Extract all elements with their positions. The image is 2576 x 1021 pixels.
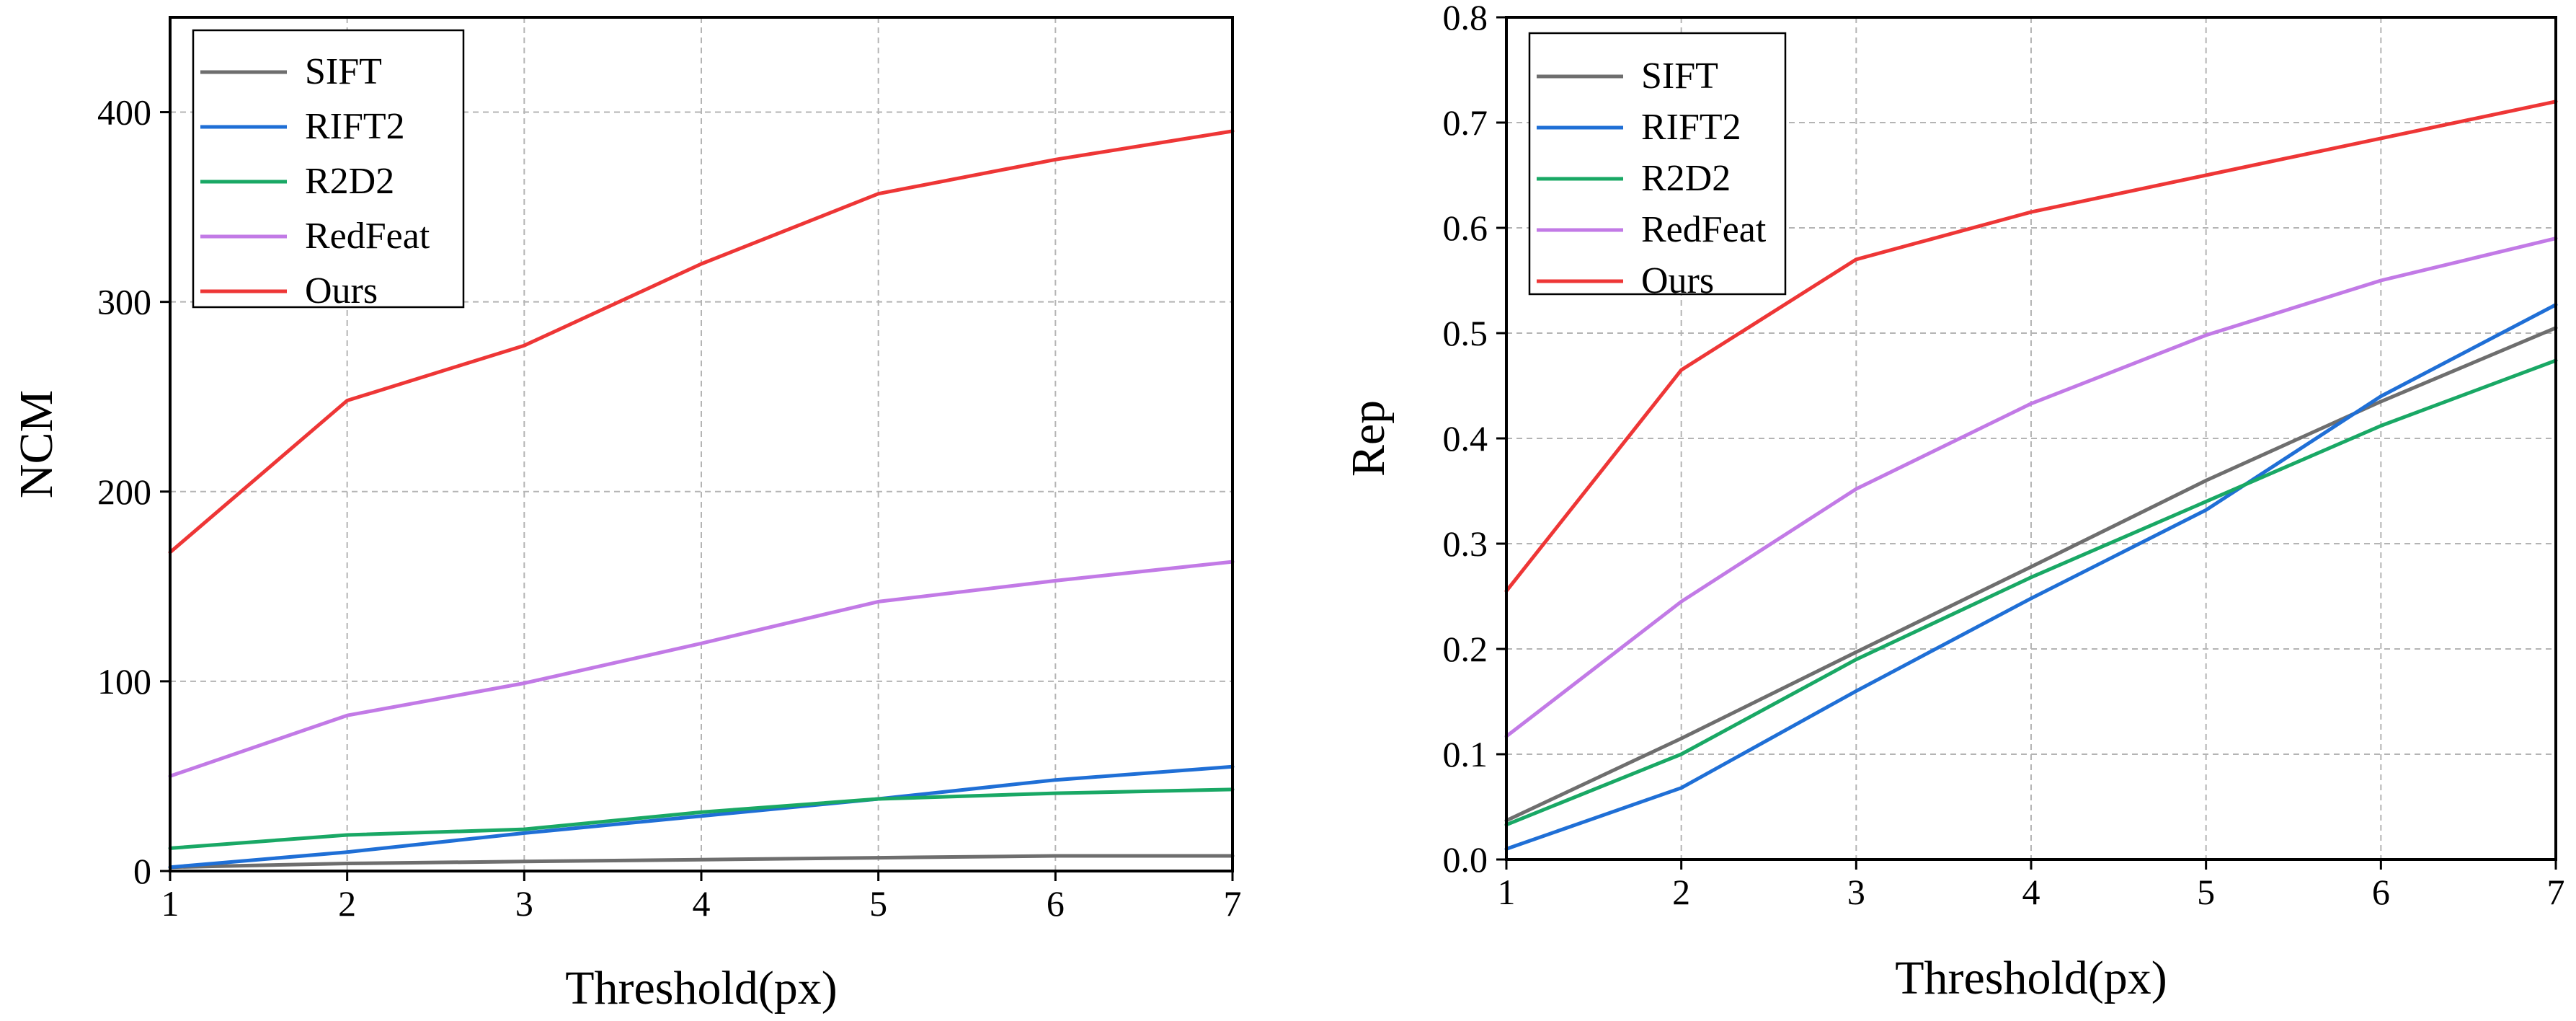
y-tick-label: 0 (133, 851, 151, 891)
chart-ncm: 1 2 3 4 5 6 7 0 100 200 300 400 Threshold(px) NCM SIFT… (10, 16, 1242, 1015)
series-line-r2d2 (1504, 358, 2558, 827)
y-tick-label: 200 (97, 472, 151, 512)
series-line-redfeat (1504, 237, 2558, 738)
legend-label-redfeat: RedFeat (1641, 209, 1767, 250)
x-tick-label: 5 (2197, 872, 2215, 912)
legend-label-rift2: RIFT2 (1641, 107, 1741, 148)
x-axis-label: Threshold(px) (565, 962, 838, 1015)
y-axis-label: NCM (10, 390, 63, 498)
x-tick-label: 7 (1224, 883, 1242, 924)
y-tick-label: 0.1 (1443, 734, 1488, 774)
series-line-rift2 (1504, 303, 2558, 851)
y-tick-label: 0.6 (1443, 208, 1488, 248)
legend-label-ours: Ours (1641, 260, 1714, 301)
legend-box (192, 29, 465, 309)
series-line-ours (168, 129, 1235, 554)
legend-label-sift: SIFT (1641, 56, 1718, 97)
y-tick-label: 100 (97, 661, 151, 702)
series-line-rift2 (168, 764, 1235, 870)
legend-label-r2d2: R2D2 (1641, 158, 1731, 199)
y-tick-label: 300 (97, 282, 151, 322)
legend-label-redfeat: RedFeat (305, 216, 430, 257)
x-tick-label: 6 (2372, 872, 2390, 912)
x-tick-label: 2 (338, 883, 356, 924)
x-tick-label: 1 (1498, 872, 1516, 912)
x-tick-label: 7 (2547, 872, 2565, 912)
chart-rep: 1 2 3 4 5 6 7 0.0 0.1 0.2 0.3 0.4 0.5 0.6 0.7 0.8 Thresh… (1342, 0, 2565, 1004)
x-axis-label: Threshold(px) (1895, 952, 2167, 1004)
series-line-sift (1504, 326, 2558, 823)
legend-label-r2d2: R2D2 (305, 161, 394, 202)
legend-label-ours: Ours (305, 270, 378, 311)
x-tick-label: 4 (693, 883, 711, 924)
y-axis-label: Rep (1342, 400, 1395, 477)
y-tick-label: 0.2 (1443, 629, 1488, 669)
x-tick-label: 2 (1672, 872, 1690, 912)
legend-label-sift: SIFT (305, 51, 382, 92)
y-tick-label: 0.4 (1443, 418, 1488, 459)
y-tick-label: 0.3 (1443, 523, 1488, 564)
series-line-sift (168, 854, 1235, 870)
x-tick-label: 5 (869, 883, 887, 924)
x-tick-label: 3 (515, 883, 533, 924)
series-line-ours (1504, 100, 2558, 593)
series-line-r2d2 (168, 787, 1235, 850)
y-tick-label: 0.5 (1443, 313, 1488, 353)
y-tick-label: 0.0 (1443, 839, 1488, 880)
x-tick-label: 3 (1847, 872, 1865, 912)
y-tick-label: 400 (97, 92, 151, 133)
series-line-redfeat (168, 560, 1235, 778)
legend: SIFT RIFT2 R2D2 RedFeat Ours (192, 29, 465, 311)
legend-label-rift2: RIFT2 (305, 106, 405, 147)
x-tick-label: 4 (2022, 872, 2040, 912)
legend: SIFT RIFT2 R2D2 RedFeat Ours (1528, 32, 1787, 301)
x-tick-label: 1 (161, 883, 179, 924)
x-tick-label: 6 (1047, 883, 1065, 924)
y-tick-label: 0.8 (1443, 0, 1488, 37)
y-tick-label: 0.7 (1443, 102, 1488, 143)
